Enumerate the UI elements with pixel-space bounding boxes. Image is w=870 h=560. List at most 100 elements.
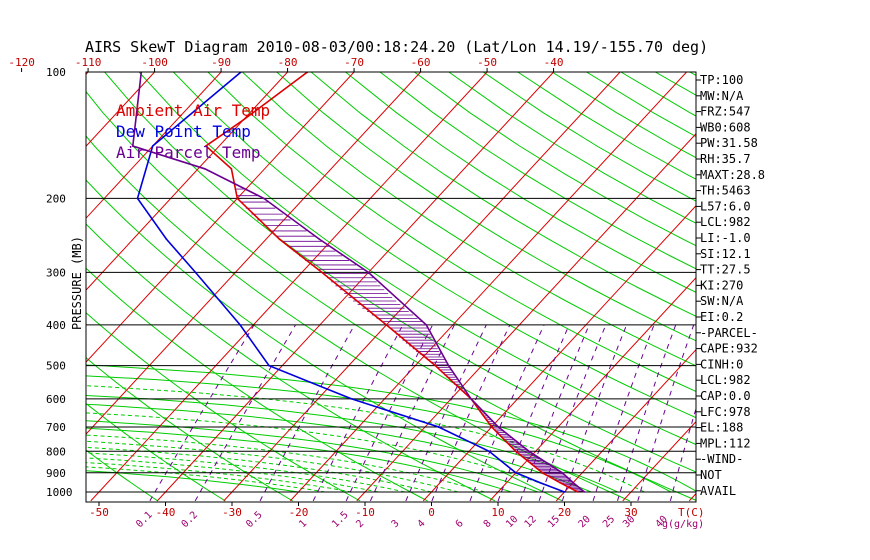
moist-adiabat bbox=[86, 452, 406, 493]
index-value: CAP:0.0 bbox=[700, 389, 751, 403]
bottom-temp-tick-label: -50 bbox=[89, 506, 109, 519]
dry-adiabat bbox=[345, 72, 696, 293]
bottom-temp-tick-label: -30 bbox=[222, 506, 242, 519]
pressure-tick-label: 100 bbox=[46, 66, 66, 79]
series-point bbox=[278, 238, 281, 240]
mixing-ratio-tick-label: 2 bbox=[354, 518, 366, 530]
series-point bbox=[577, 491, 579, 493]
series-point bbox=[263, 197, 265, 200]
dry-adiabat bbox=[86, 90, 696, 501]
index-value: MAXT:28.8 bbox=[700, 168, 765, 182]
index-value: PW:31.58 bbox=[700, 136, 758, 150]
series-point bbox=[385, 324, 388, 326]
mixing-ratio-tick-label: 1.5 bbox=[330, 510, 351, 531]
dry-adiabat bbox=[793, 72, 870, 501]
dry-adiabat bbox=[310, 72, 696, 317]
index-value: KI:270 bbox=[700, 278, 743, 292]
top-temp-tick-label: -120 bbox=[8, 56, 35, 69]
legend-entry: Ambient Air Temp bbox=[116, 101, 270, 120]
isotherm bbox=[86, 72, 155, 147]
series-point bbox=[559, 481, 561, 484]
mixing-ratio-tick-label: 4 bbox=[416, 518, 428, 530]
index-value: LFC:978 bbox=[700, 405, 751, 419]
cape-hatching bbox=[234, 188, 584, 492]
mixing-ratio-line bbox=[497, 324, 570, 502]
mixing-ratio-tick-label: 1 bbox=[297, 518, 309, 530]
mixing-ratio-line bbox=[538, 324, 607, 502]
mixing-ratio-tick-label: 25 bbox=[601, 514, 617, 530]
series-point bbox=[437, 426, 440, 428]
moist-adiabat bbox=[86, 434, 485, 493]
mixing-ratio-line bbox=[149, 324, 255, 502]
bottom-temp-tick-label: -20 bbox=[289, 506, 309, 519]
plot-frame bbox=[85, 71, 697, 503]
moist-adiabat bbox=[86, 446, 432, 493]
isotherm bbox=[289, 72, 687, 502]
top-temp-tick-label: -80 bbox=[278, 56, 298, 69]
x-axis-label: T(C) bbox=[678, 506, 705, 519]
dry-adiabat bbox=[138, 72, 696, 446]
pressure-tick-label: 1000 bbox=[46, 486, 73, 499]
series-point bbox=[514, 450, 517, 453]
mixing-ratio-tick-label: 8 bbox=[482, 518, 494, 530]
index-value: FRZ:547 bbox=[700, 105, 751, 119]
series-point bbox=[490, 426, 493, 428]
series-point bbox=[447, 364, 450, 367]
pressure-tick-label: 600 bbox=[46, 393, 66, 406]
y-axis-label: PRESSURE (MB) bbox=[70, 236, 84, 330]
isotherm bbox=[422, 205, 696, 502]
mixing-ratio-line bbox=[345, 324, 434, 502]
moist-adiabat bbox=[86, 457, 379, 493]
series-point bbox=[367, 271, 370, 274]
index-value: SW:N/A bbox=[700, 294, 744, 308]
index-value: LCL:982 bbox=[700, 215, 751, 229]
dry-adiabat bbox=[414, 72, 696, 247]
series-point bbox=[488, 450, 490, 453]
dry-adiabat bbox=[86, 135, 631, 502]
index-value: -PARCEL- bbox=[700, 326, 758, 340]
moist-adiabat bbox=[0, 393, 560, 492]
index-value: -WIND- bbox=[700, 452, 743, 466]
legend-entry: Dew Point Temp bbox=[116, 122, 251, 141]
dry-adiabat bbox=[86, 402, 226, 502]
dry-adiabat bbox=[759, 72, 870, 501]
isotherm bbox=[356, 133, 696, 502]
series-point bbox=[572, 481, 574, 484]
mixing-ratio-line bbox=[312, 324, 404, 502]
isotherm bbox=[86, 72, 355, 363]
series-point bbox=[242, 119, 245, 121]
mixing-ratio-line bbox=[259, 324, 356, 502]
top-temp-tick-label: -110 bbox=[75, 56, 102, 69]
mixing-ratio-tick-label: 3 bbox=[390, 518, 402, 530]
series-point bbox=[434, 364, 437, 367]
mixing-ratio-line bbox=[194, 324, 296, 502]
dry-adiabat bbox=[207, 72, 696, 393]
bottom-temp-tick-label: 0 bbox=[428, 506, 435, 519]
pressure-tick-label: 400 bbox=[46, 319, 66, 332]
series-point bbox=[205, 145, 207, 147]
isotherm bbox=[622, 420, 696, 502]
isotherm bbox=[86, 72, 421, 435]
dry-adiabat bbox=[276, 72, 696, 342]
legend: Ambient Air Temp Dew Point Temp Air Parcel… bbox=[116, 101, 270, 162]
series-point bbox=[194, 271, 197, 274]
isotherm bbox=[86, 72, 288, 291]
mixing-ratio-line bbox=[669, 407, 696, 502]
series-point bbox=[203, 167, 206, 170]
dry-adiabat bbox=[482, 72, 696, 202]
mixing-ratio-line bbox=[637, 324, 695, 502]
mixing-ratio-tick-label: 12 bbox=[523, 514, 539, 530]
bottom-temp-tick-label: 20 bbox=[558, 506, 571, 519]
index-value: EI:0.2 bbox=[700, 310, 743, 324]
index-value: EL:188 bbox=[700, 421, 743, 435]
series-point bbox=[268, 364, 270, 367]
pressure-tick-label: 900 bbox=[46, 467, 66, 480]
index-value: L57:6.0 bbox=[700, 199, 751, 213]
pressure-tick-label: 800 bbox=[46, 445, 66, 458]
moist-adiabat bbox=[86, 462, 352, 493]
series-point bbox=[541, 471, 544, 474]
mixing-ratio-tick-label: 20 bbox=[577, 514, 593, 530]
bottom-temp-tick-label: -10 bbox=[355, 506, 375, 519]
